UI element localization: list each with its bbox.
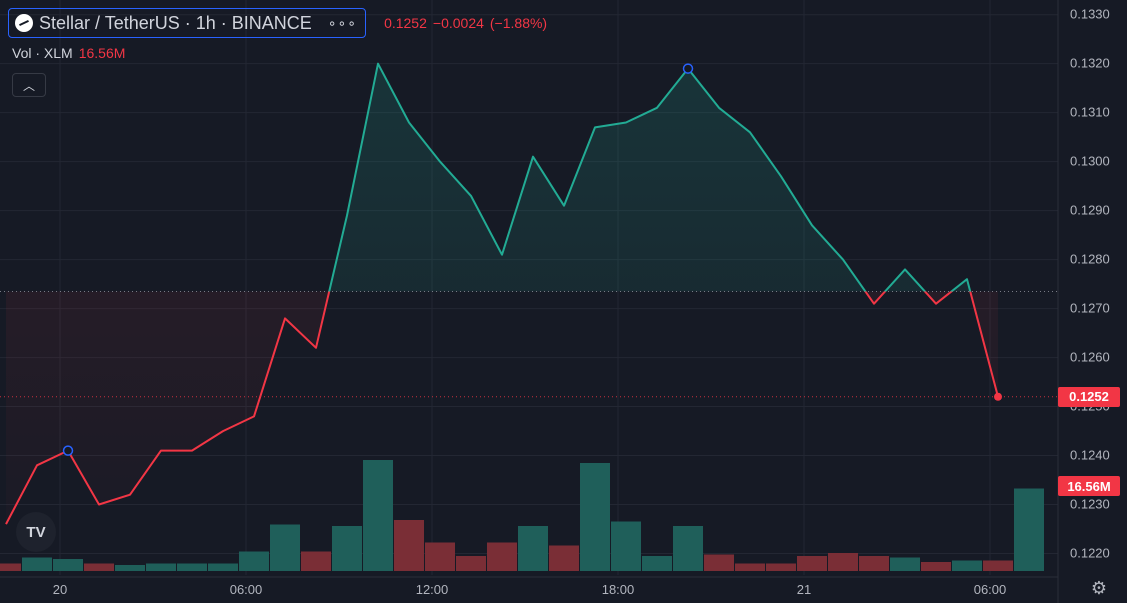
volume-label: Vol · XLM xyxy=(12,45,73,61)
volume-bar xyxy=(580,463,610,571)
symbol-title: Stellar / TetherUS · 1h · BINANCE xyxy=(39,12,312,33)
volume-bar xyxy=(890,557,920,571)
volume-bar xyxy=(53,559,83,571)
y-tick-label: 0.1310 xyxy=(1070,105,1110,120)
volume-bar xyxy=(642,556,672,571)
last-price-tag: 0.1252 xyxy=(1058,386,1120,407)
y-tick-label: 0.1270 xyxy=(1070,301,1110,316)
volume-legend: Vol · XLM 16.56M xyxy=(12,45,125,61)
volume-bar xyxy=(177,563,207,571)
marker xyxy=(62,445,74,456)
x-tick-label: 06:00 xyxy=(974,582,1007,597)
volume-bar xyxy=(549,545,579,571)
price-change: −0.0024 xyxy=(432,15,484,31)
volume-bar xyxy=(983,560,1013,571)
volume-bar xyxy=(766,563,796,571)
stellar-logo-icon xyxy=(15,14,33,32)
last-price-dot xyxy=(994,392,1002,401)
volume-bar xyxy=(921,562,951,571)
volume-bar xyxy=(425,542,455,571)
more-options-icon[interactable]: ∘∘∘ xyxy=(327,14,358,31)
volume-bar xyxy=(146,563,176,571)
y-tick-label: 0.1260 xyxy=(1070,350,1110,365)
chevron-up-icon: ︿ xyxy=(22,78,35,93)
x-tick-label: 12:00 xyxy=(416,582,449,597)
y-tick-label: 0.1220 xyxy=(1070,546,1110,561)
volume-bar xyxy=(952,560,982,571)
settings-gear-icon[interactable]: ⚙ xyxy=(1090,577,1108,598)
area-fill-down xyxy=(6,291,998,525)
x-tick-label: 21 xyxy=(797,582,811,597)
x-tick-label: 18:00 xyxy=(602,582,635,597)
area-fill-up xyxy=(6,63,998,292)
x-tick-label: 06:00 xyxy=(230,582,263,597)
price-area xyxy=(6,63,998,525)
volume-bar xyxy=(1014,488,1044,571)
price-line xyxy=(0,62,1058,525)
y-tick-label: 0.1320 xyxy=(1070,56,1110,71)
y-tick-label: 0.1290 xyxy=(1070,203,1110,218)
volume-bar xyxy=(115,565,145,571)
collapse-legend-button[interactable]: ︿ xyxy=(12,73,46,97)
volume-bar xyxy=(301,551,331,571)
x-tick-label: 20 xyxy=(53,582,67,597)
price-summary: 0.1252 −0.0024 (−1.88%) xyxy=(384,15,547,31)
high-marker xyxy=(682,63,694,74)
volume-bar xyxy=(84,563,114,571)
y-tick-label: 0.1300 xyxy=(1070,154,1110,169)
volume-bar xyxy=(611,521,641,571)
price-line-up xyxy=(328,62,972,292)
last-volume-tag: 16.56M xyxy=(1058,476,1120,496)
symbol-button[interactable]: Stellar / TetherUS · 1h · BINANCE ∘∘∘ xyxy=(8,8,367,38)
volume-bar xyxy=(797,556,827,571)
volume-bar xyxy=(828,553,858,571)
volume-bar xyxy=(0,563,21,571)
y-tick-label: 0.1240 xyxy=(1070,448,1110,463)
chart-legend: Stellar / TetherUS · 1h · BINANCE ∘∘∘ 0.… xyxy=(8,8,547,38)
volume-bar xyxy=(208,563,238,571)
volume-value: 16.56M xyxy=(78,45,126,61)
tradingview-logo[interactable]: TV xyxy=(16,512,56,552)
price-line-down xyxy=(5,291,999,525)
volume-bar xyxy=(487,542,517,571)
volume-bar xyxy=(456,556,486,571)
volume-bar xyxy=(394,520,424,571)
volume-bar xyxy=(239,551,269,571)
volume-bar xyxy=(704,554,734,571)
volume-bar xyxy=(673,526,703,571)
y-tick-label: 0.1280 xyxy=(1070,252,1110,267)
y-tick-label: 0.1230 xyxy=(1070,497,1110,512)
volume-bar xyxy=(859,556,889,571)
y-tick-label: 0.1330 xyxy=(1070,7,1110,22)
volume-bars xyxy=(0,460,1044,571)
volume-bar xyxy=(22,557,52,571)
volume-bar xyxy=(332,526,362,571)
price-change-percent: (−1.88%) xyxy=(489,15,548,31)
volume-bar xyxy=(363,460,393,571)
volume-bar xyxy=(518,526,548,571)
volume-bar xyxy=(270,524,300,571)
volume-bar xyxy=(735,563,765,571)
last-price: 0.1252 xyxy=(384,15,427,31)
